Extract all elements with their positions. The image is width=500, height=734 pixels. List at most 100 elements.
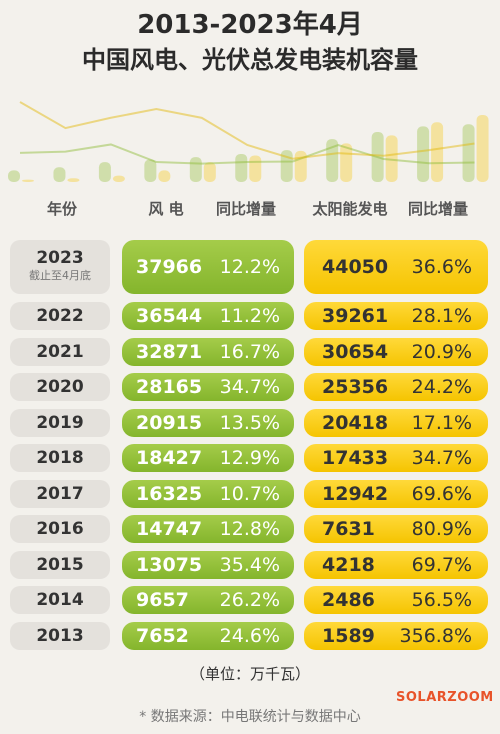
deco-solar-bar (249, 155, 262, 182)
header-year: 年份 (46, 200, 77, 218)
year-cell: 2020 (10, 373, 110, 401)
solar-yoy: 17.1% (411, 411, 472, 434)
solar-cell: 20418 17.1% (304, 408, 488, 437)
wind-cell: 32871 16.7% (122, 337, 294, 366)
header-solar-yoy: 同比增量 (407, 200, 468, 218)
deco-wind-bar (417, 126, 430, 182)
decorative-bar-chart (8, 101, 489, 182)
title-line-2: 中国风电、光伏总发电装机容量 (82, 46, 418, 74)
deco-wind-bar (98, 162, 111, 182)
wind-value: 13075 (136, 553, 203, 576)
solar-cell: 4218 69.7% (304, 550, 488, 579)
wind-cell: 13075 35.4% (122, 550, 294, 579)
wind-value: 18427 (136, 447, 203, 469)
year-cell: 2013 (10, 621, 110, 650)
wind-yoy: 35.4% (219, 553, 280, 576)
table-row: 2017 16325 10.7% 12942 69.6% (0, 479, 500, 508)
solar-value: 1589 (322, 624, 375, 647)
year-label: 2021 (36, 341, 84, 362)
wind-cell: 14747 12.8% (122, 515, 294, 543)
deco-solar-bar (431, 122, 444, 182)
solar-cell: 25356 24.2% (304, 373, 488, 401)
deco-solar-bar (67, 178, 80, 182)
solar-cell: 39261 28.1% (304, 302, 488, 330)
wind-cell: 36544 11.2% (122, 302, 294, 330)
deco-solar-bar (112, 175, 125, 182)
wind-cell: 28165 34.7% (122, 373, 294, 401)
unit-note: （单位：万千瓦） (189, 665, 310, 683)
deco-wind-bar (371, 131, 384, 182)
year-label: 2013 (36, 625, 84, 646)
wind-cell: 37966 12.2% (122, 240, 294, 294)
table-row: 2016 14747 12.8% 7631 80.9% (0, 515, 500, 543)
solar-yoy: 24.2% (411, 376, 472, 398)
header-solar: 太阳能发电 (312, 200, 388, 218)
wind-value: 14747 (136, 518, 203, 540)
deco-solar-bar (158, 170, 171, 182)
deco-growth-line (19, 101, 475, 160)
deco-wind-bar (189, 157, 202, 182)
wind-yoy: 16.7% (219, 340, 280, 363)
solar-value: 20418 (322, 411, 389, 434)
title-line-1: 2013-2023年4月 (137, 10, 363, 40)
year-cell: 2023 截止至4月底 (10, 240, 110, 294)
year-label: 2022 (36, 306, 84, 326)
source-note: * 数据来源：中电联统计与数据中心 (139, 709, 361, 725)
table-row: 2022 36544 11.2% 39261 28.1% (0, 302, 500, 330)
solar-value: 44050 (322, 256, 389, 278)
year-label: 2017 (36, 483, 84, 504)
wind-value: 16325 (136, 482, 203, 505)
table-row: 2018 18427 12.9% 17433 34.7% (0, 444, 500, 472)
wind-yoy: 12.8% (219, 518, 280, 540)
wind-yoy: 26.2% (219, 589, 280, 611)
solar-cell: 44050 36.6% (304, 240, 488, 294)
wind-cell: 18427 12.9% (122, 444, 294, 472)
wind-cell: 7652 24.6% (122, 621, 294, 650)
solar-value: 17433 (322, 447, 389, 469)
solar-cell: 7631 80.9% (304, 515, 488, 543)
solar-value: 30654 (322, 340, 389, 363)
wind-value: 20915 (136, 411, 203, 434)
deco-solar-bar (294, 150, 307, 182)
deco-solar-bar (22, 179, 34, 182)
year-label: 2023 (36, 248, 84, 268)
deco-solar-bar (203, 162, 216, 182)
brand-logo: SOLARZOOM (396, 690, 494, 705)
solar-yoy: 80.9% (411, 518, 472, 540)
table-row: 2014 9657 26.2% 2486 56.5% (0, 586, 500, 614)
deco-wind-bar (144, 159, 157, 182)
deco-growth-line (19, 143, 475, 165)
year-cell: 2022 (10, 302, 110, 330)
wind-yoy: 11.2% (219, 305, 280, 327)
wind-yoy: 10.7% (219, 482, 280, 505)
solar-yoy: 56.5% (411, 589, 472, 611)
solar-yoy: 36.6% (411, 256, 472, 278)
wind-cell: 16325 10.7% (122, 479, 294, 508)
header-wind-yoy: 同比增量 (215, 200, 276, 218)
solar-yoy: 20.9% (411, 340, 472, 363)
solar-cell: 30654 20.9% (304, 337, 488, 366)
deco-solar-bar (476, 114, 489, 182)
deco-solar-bar (385, 135, 398, 182)
table-row: 2021 32871 16.7% 30654 20.9% (0, 337, 500, 366)
wind-cell: 20915 13.5% (122, 408, 294, 437)
solar-yoy: 69.6% (411, 482, 472, 505)
deco-solar-bar (340, 143, 353, 182)
solar-yoy: 356.8% (399, 624, 472, 647)
wind-value: 37966 (136, 256, 203, 278)
table-row: 2020 28165 34.7% 25356 24.2% (0, 373, 500, 401)
solar-cell: 17433 34.7% (304, 444, 488, 472)
deco-wind-bar (326, 139, 339, 182)
wind-value: 7652 (136, 624, 189, 647)
wind-yoy: 13.5% (219, 411, 280, 434)
year-label: 2018 (36, 448, 84, 468)
solar-yoy: 69.7% (411, 553, 472, 576)
wind-value: 36544 (136, 305, 203, 327)
wind-value: 9657 (136, 589, 189, 611)
year-cell: 2015 (10, 550, 110, 579)
table-row: 2023 截止至4月底 37966 12.2% 44050 36.6% (0, 240, 500, 294)
solar-value: 4218 (322, 553, 375, 576)
year-cell: 2019 (10, 408, 110, 437)
year-label: 2016 (36, 519, 84, 539)
table-row: 2019 20915 13.5% 20418 17.1% (0, 408, 500, 437)
